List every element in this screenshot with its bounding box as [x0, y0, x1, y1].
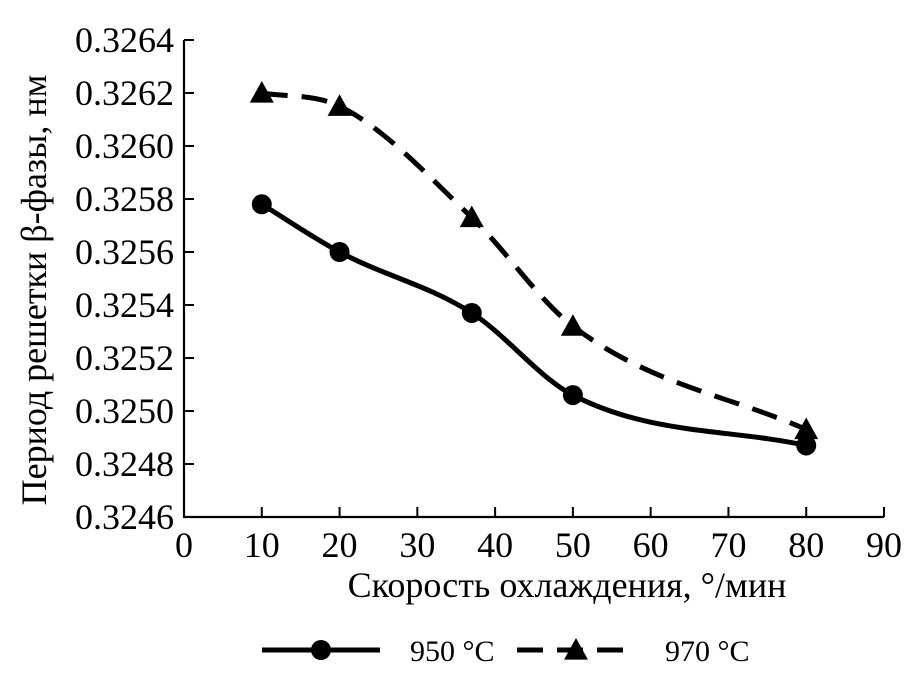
legend-marker — [311, 640, 331, 660]
x-tick-label: 50 — [555, 525, 591, 565]
y-tick-label: 0.3264 — [75, 20, 174, 60]
chart-axes — [182, 40, 884, 519]
y-tick-label: 0.3262 — [75, 73, 174, 113]
series-1 — [251, 194, 817, 456]
series-line — [260, 202, 807, 448]
series-2 — [249, 81, 819, 440]
data-point — [796, 435, 817, 456]
legend: 950 °C 970 °C — [262, 635, 750, 668]
x-tick-label: 80 — [788, 525, 824, 565]
y-tick-label: 0.3258 — [75, 179, 174, 219]
data-point — [562, 385, 583, 406]
data-point — [560, 314, 585, 336]
y-tick-label: 0.3248 — [75, 444, 174, 484]
y-tick-label: 0.3254 — [75, 285, 174, 325]
data-point — [329, 242, 350, 262]
legend-marker — [564, 638, 588, 660]
data-point — [459, 205, 484, 228]
legend-label: 970 °C — [665, 635, 750, 668]
x-axis-ticks: 0 10 20 30 40 50 60 70 80 90 — [175, 507, 902, 565]
series-line — [261, 90, 808, 432]
y-tick-label: 0.3250 — [75, 391, 174, 431]
x-tick-label: 10 — [244, 525, 280, 565]
data-point — [327, 94, 352, 116]
y-tick-label: 0.3246 — [75, 497, 174, 537]
series-layer — [249, 81, 819, 456]
x-tick-label: 40 — [477, 525, 513, 565]
legend-item: 970 °C — [517, 635, 750, 668]
data-point — [461, 302, 482, 323]
data-point — [794, 417, 819, 440]
y-axis-ticks: 0.3246 0.3248 0.3250 0.3252 0.3254 0.3256 0.32… — [75, 20, 194, 537]
legend-item: 950 °C — [262, 635, 495, 668]
x-tick-label: 70 — [710, 525, 746, 565]
x-tick-label: 20 — [322, 525, 358, 565]
data-point — [249, 81, 274, 103]
x-tick-label: 60 — [633, 525, 669, 565]
x-tick-label: 90 — [866, 525, 902, 565]
x-tick-label: 30 — [399, 525, 435, 565]
data-point — [251, 194, 272, 215]
legend-label: 950 °C — [410, 635, 495, 668]
y-tick-label: 0.3252 — [75, 338, 174, 378]
y-tick-label: 0.3260 — [75, 126, 174, 166]
x-axis-title: Скорость охлаждения, °/мин — [348, 565, 787, 605]
y-tick-label: 0.3256 — [75, 232, 174, 272]
y-axis-title: Период решетки β-фазы, нм — [14, 75, 54, 506]
x-tick-label: 0 — [175, 525, 193, 565]
